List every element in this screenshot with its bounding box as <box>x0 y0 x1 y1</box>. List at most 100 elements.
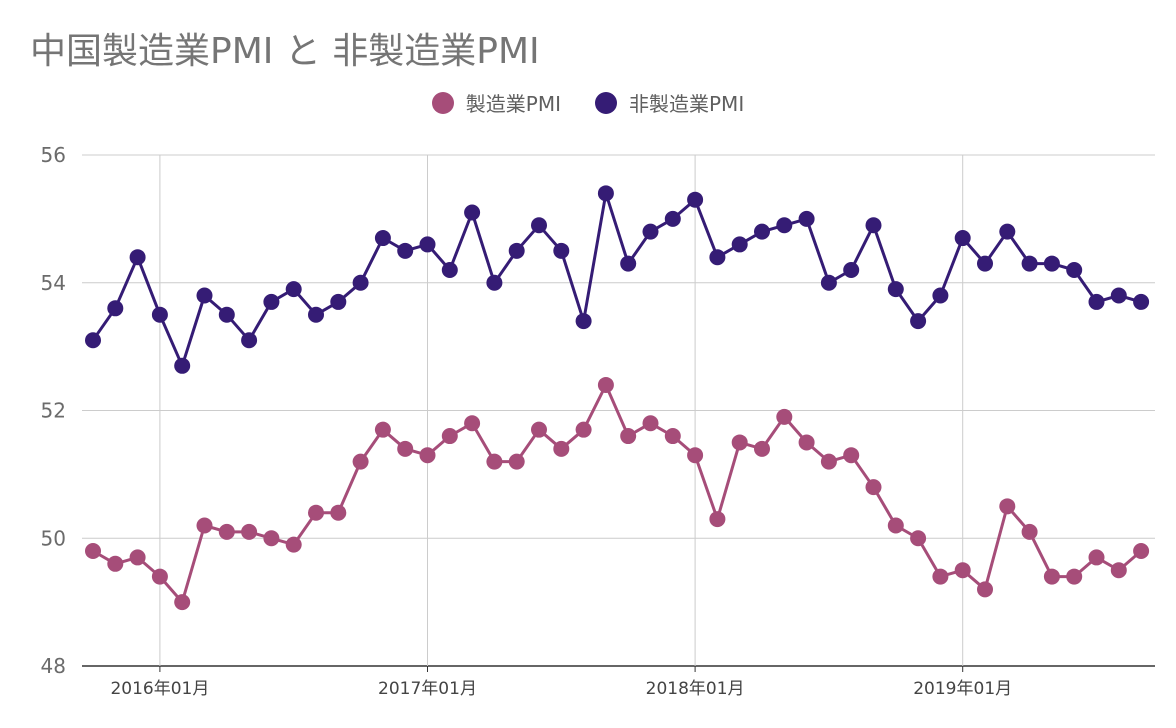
data-point[interactable] <box>1066 568 1083 585</box>
data-point[interactable] <box>954 562 971 579</box>
data-point[interactable] <box>664 428 681 445</box>
data-point[interactable] <box>999 223 1016 240</box>
data-point[interactable] <box>486 274 503 291</box>
data-point[interactable] <box>241 523 258 540</box>
data-point[interactable] <box>664 210 681 227</box>
data-point[interactable] <box>754 440 770 457</box>
data-point[interactable] <box>196 517 213 534</box>
data-point[interactable] <box>1043 568 1060 585</box>
data-point[interactable] <box>731 434 748 451</box>
data-point[interactable] <box>687 191 704 208</box>
data-point[interactable] <box>731 236 748 253</box>
data-point[interactable] <box>887 281 904 298</box>
data-point[interactable] <box>419 447 436 464</box>
data-point[interactable] <box>174 594 191 611</box>
data-point[interactable] <box>330 293 347 310</box>
data-point[interactable] <box>486 453 503 470</box>
data-point[interactable] <box>464 204 481 221</box>
data-point[interactable] <box>776 217 793 234</box>
data-point[interactable] <box>910 530 927 547</box>
data-point[interactable] <box>932 568 949 585</box>
data-point[interactable] <box>285 281 302 298</box>
data-point[interactable] <box>709 249 726 266</box>
data-point[interactable] <box>910 313 927 330</box>
data-point[interactable] <box>508 242 525 259</box>
data-point[interactable] <box>820 453 837 470</box>
data-point[interactable] <box>776 408 793 425</box>
data-point[interactable] <box>932 287 949 304</box>
data-point[interactable] <box>374 421 391 438</box>
data-point[interactable] <box>1021 255 1038 272</box>
data-point[interactable] <box>308 306 324 323</box>
data-point[interactable] <box>642 223 659 240</box>
data-point[interactable] <box>441 428 458 445</box>
data-point[interactable] <box>352 274 369 291</box>
data-point[interactable] <box>843 261 860 278</box>
data-point[interactable] <box>597 376 614 393</box>
data-point[interactable] <box>977 255 993 272</box>
data-point[interactable] <box>1088 293 1105 310</box>
data-point[interactable] <box>597 185 614 202</box>
data-point[interactable] <box>218 306 235 323</box>
data-point[interactable] <box>575 313 592 330</box>
data-point[interactable] <box>263 530 280 547</box>
data-point[interactable] <box>843 447 860 464</box>
data-point[interactable] <box>1133 293 1150 310</box>
data-point[interactable] <box>798 434 815 451</box>
data-point[interactable] <box>865 479 882 496</box>
data-point[interactable] <box>977 581 993 598</box>
legend-item-manufacturing[interactable]: 製造業PMI <box>431 88 561 117</box>
data-point[interactable] <box>1088 549 1105 566</box>
chart-title: 中国製造業PMI と 非製造業PMI <box>30 31 540 72</box>
data-point[interactable] <box>553 242 570 259</box>
data-point[interactable] <box>754 223 770 240</box>
data-point[interactable] <box>151 568 168 585</box>
data-point[interactable] <box>709 511 726 528</box>
data-point[interactable] <box>85 332 101 349</box>
data-point[interactable] <box>285 536 302 553</box>
data-point[interactable] <box>865 217 882 234</box>
data-point[interactable] <box>798 210 815 227</box>
data-point[interactable] <box>553 440 570 457</box>
data-point[interactable] <box>352 453 369 470</box>
data-point[interactable] <box>464 415 481 432</box>
data-point[interactable] <box>531 217 547 234</box>
data-point[interactable] <box>330 504 347 521</box>
data-point[interactable] <box>107 300 124 317</box>
data-point[interactable] <box>397 440 414 457</box>
data-point[interactable] <box>129 549 146 566</box>
data-point[interactable] <box>174 357 191 374</box>
data-point[interactable] <box>1043 255 1060 272</box>
data-point[interactable] <box>196 287 213 304</box>
data-point[interactable] <box>1110 287 1127 304</box>
data-point[interactable] <box>129 249 146 266</box>
data-point[interactable] <box>508 453 525 470</box>
data-point[interactable] <box>531 421 547 438</box>
data-point[interactable] <box>374 230 391 247</box>
data-point[interactable] <box>1110 562 1127 579</box>
data-point[interactable] <box>820 274 837 291</box>
legend-item-non-manufacturing[interactable]: 非製造業PMI <box>595 88 744 117</box>
data-point[interactable] <box>1133 543 1150 560</box>
data-point[interactable] <box>887 517 904 534</box>
data-point[interactable] <box>308 504 324 521</box>
data-point[interactable] <box>620 428 637 445</box>
data-point[interactable] <box>620 255 637 272</box>
data-point[interactable] <box>441 261 458 278</box>
data-point[interactable] <box>419 236 436 253</box>
data-point[interactable] <box>85 543 101 560</box>
data-point[interactable] <box>397 242 414 259</box>
data-point[interactable] <box>954 230 971 247</box>
y-tick-label: 48 <box>41 654 66 678</box>
data-point[interactable] <box>575 421 592 438</box>
data-point[interactable] <box>999 498 1016 515</box>
data-point[interactable] <box>687 447 704 464</box>
data-point[interactable] <box>151 306 168 323</box>
data-point[interactable] <box>263 293 280 310</box>
data-point[interactable] <box>1021 523 1038 540</box>
data-point[interactable] <box>642 415 659 432</box>
data-point[interactable] <box>107 555 124 572</box>
data-point[interactable] <box>1066 261 1083 278</box>
data-point[interactable] <box>241 332 258 349</box>
data-point[interactable] <box>218 523 235 540</box>
